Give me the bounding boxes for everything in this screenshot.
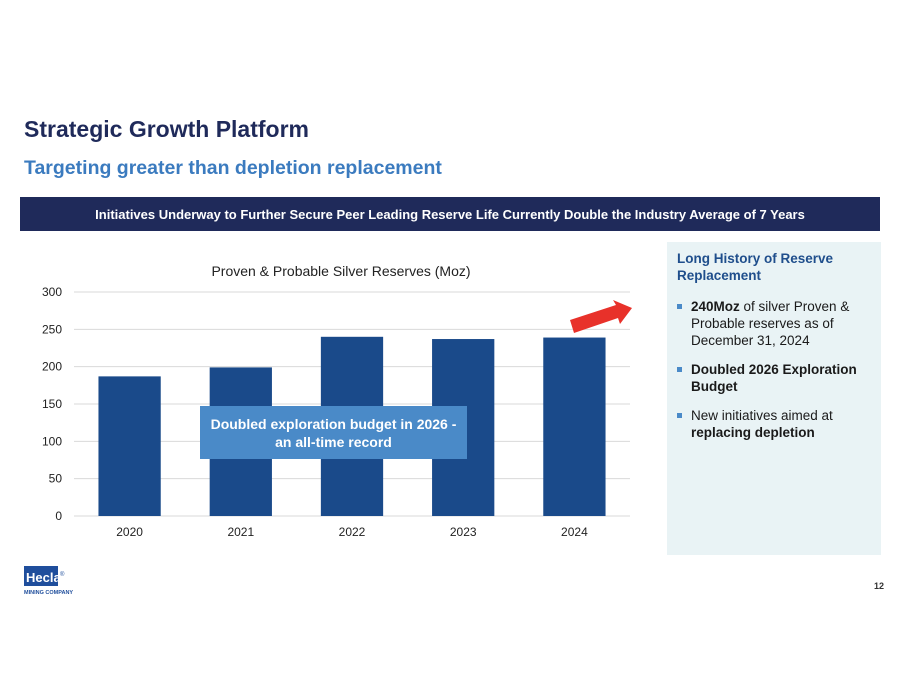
- panel-heading: Long History of Reserve Replacement: [677, 251, 834, 283]
- trend-arrow-icon: [570, 300, 632, 333]
- panel-bullet-list: 240Moz of silver Proven & Probable reser…: [677, 298, 873, 441]
- logo-wordmark: Hecla: [26, 570, 61, 585]
- chart-x-ticks: 2020 2021 2022 2023 2024: [116, 525, 588, 539]
- list-item: Doubled 2026 Exploration Budget: [677, 361, 873, 395]
- x-tick-label: 2020: [116, 525, 143, 539]
- logo-registered-mark: ®: [60, 571, 65, 578]
- y-tick-label: 150: [42, 397, 62, 411]
- bullet-text: of silver Proven & Probable reserves as …: [691, 299, 850, 348]
- y-tick-label: 50: [49, 472, 63, 486]
- banner: Initiatives Underway to Further Secure P…: [20, 197, 880, 231]
- logo-subtext: MINING COMPANY: [24, 590, 73, 596]
- bullet-text: New initiatives aimed at: [691, 408, 833, 423]
- square-bullet-icon: [677, 367, 682, 372]
- hecla-logo: Hecla ® MINING COMPANY: [24, 566, 73, 596]
- x-tick-label: 2021: [227, 525, 254, 539]
- page-subtitle: Targeting greater than depletion replace…: [24, 157, 442, 179]
- y-tick-label: 100: [42, 434, 62, 448]
- reserves-chart: Proven & Probable Silver Reserves (Moz) …: [42, 263, 630, 539]
- list-item: 240Moz of silver Proven & Probable reser…: [677, 298, 873, 349]
- page-title: Strategic Growth Platform: [24, 116, 309, 142]
- y-tick-label: 0: [55, 509, 62, 523]
- chart-y-ticks: 0 50 100 150 200 250 300: [42, 285, 62, 523]
- exploration-callout: Doubled exploration budget in 2026 - an …: [200, 406, 467, 459]
- bullet-bold: 240Moz: [691, 299, 740, 314]
- reserve-replacement-panel: Long History of Reserve Replacement 240M…: [667, 242, 881, 555]
- bar-2020: [98, 376, 161, 516]
- bullet-bold: Doubled 2026 Exploration Budget: [691, 362, 857, 394]
- callout-text: Doubled exploration budget in 2026 - an …: [210, 415, 457, 450]
- x-tick-label: 2023: [450, 525, 477, 539]
- y-tick-label: 250: [42, 322, 62, 336]
- bar-2024: [543, 337, 606, 516]
- banner-text: Initiatives Underway to Further Secure P…: [95, 206, 805, 222]
- y-tick-label: 300: [42, 285, 62, 299]
- bullet-bold: replacing depletion: [691, 425, 815, 440]
- page-number: 12: [873, 581, 884, 591]
- x-tick-label: 2022: [339, 525, 366, 539]
- square-bullet-icon: [677, 413, 682, 418]
- chart-title: Proven & Probable Silver Reserves (Moz): [211, 263, 470, 279]
- list-item: New initiatives aimed at replacing deple…: [677, 407, 873, 441]
- square-bullet-icon: [677, 304, 682, 309]
- x-tick-label: 2024: [561, 525, 588, 539]
- y-tick-label: 200: [42, 360, 62, 374]
